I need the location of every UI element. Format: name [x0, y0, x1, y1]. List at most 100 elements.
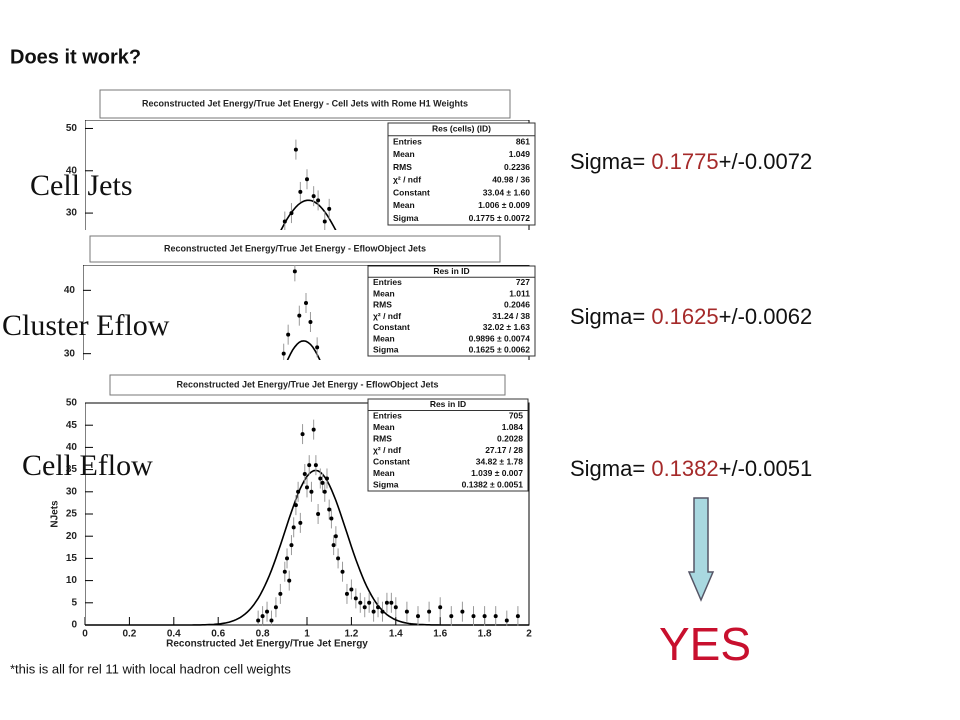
stats-key: Constant	[393, 187, 430, 197]
stats-title: Res in ID	[430, 399, 466, 409]
data-point	[302, 472, 307, 477]
stats-title: Res (cells) (ID)	[432, 124, 491, 134]
down-arrow	[687, 497, 715, 602]
data-point	[344, 591, 349, 596]
data-point	[353, 596, 358, 601]
stats-title: Res in ID	[433, 266, 469, 276]
stats-value: 0.2236	[504, 162, 530, 172]
plot-title: Reconstructed Jet Energy/True Jet Energy…	[142, 98, 468, 108]
panel-label: Cell Eflow	[22, 449, 153, 482]
x-tick-label: 2	[526, 629, 532, 640]
stats-value: 0.1775 ± 0.0072	[469, 213, 531, 223]
data-point	[416, 614, 420, 619]
data-point	[331, 543, 336, 548]
sigma-prefix: Sigma=	[570, 149, 651, 174]
data-point	[273, 605, 278, 610]
y-axis-label: NJets	[50, 500, 61, 528]
stats-value: 40.98 / 36	[492, 175, 530, 185]
stats-key: Constant	[373, 457, 410, 467]
stats-key: Entries	[373, 411, 402, 421]
data-point	[287, 578, 292, 583]
sigma-value: 0.1775	[651, 149, 718, 174]
stats-box	[367, 398, 529, 492]
stats-value: 0.9896 ± 0.0074	[469, 333, 531, 343]
data-point	[282, 569, 287, 574]
sigma-error: +/-0.0051	[719, 456, 813, 481]
stats-value: 1.011	[509, 288, 530, 298]
stats-value: 1.049	[509, 149, 531, 159]
stats-key: Sigma	[373, 480, 399, 490]
stats-value: 0.2028	[497, 434, 523, 444]
data-point	[322, 489, 327, 494]
data-point	[265, 609, 270, 614]
x-tick-label: 0.6	[211, 629, 225, 640]
x-tick-label: 1.2	[344, 629, 358, 640]
stats-key: χ² / ndf	[393, 175, 421, 185]
x-tick-label: 1	[304, 629, 310, 640]
y-tick-label: 40	[64, 285, 76, 296]
data-point	[367, 600, 372, 605]
data-point	[297, 313, 302, 318]
x-tick-label: 1.8	[478, 629, 492, 640]
y-tick-label: 30	[64, 348, 76, 359]
panel-label: Cluster Eflow	[2, 309, 170, 342]
data-point	[309, 489, 314, 494]
plot-title-box	[99, 89, 511, 119]
panel-label: Cell Jets	[30, 169, 133, 202]
y-tick-label: 5	[71, 597, 77, 608]
stats-key: Mean	[393, 200, 415, 210]
y-tick-label: 15	[66, 553, 78, 564]
data-point	[292, 269, 297, 274]
stats-value: 1.006 ± 0.009	[478, 200, 530, 210]
data-point	[316, 512, 321, 516]
data-point	[278, 591, 283, 596]
data-point	[324, 476, 329, 481]
data-point	[384, 600, 389, 605]
stats-box	[367, 265, 536, 357]
stats-value: 33.04 ± 1.60	[483, 187, 530, 197]
stats-key: Sigma	[373, 345, 399, 355]
data-point	[308, 320, 313, 324]
x-tick-label: 0.8	[256, 629, 270, 640]
data-point	[307, 463, 312, 468]
data-point	[315, 345, 320, 350]
data-point	[329, 516, 334, 521]
data-point	[358, 600, 363, 605]
y-tick-label: 10	[66, 575, 78, 586]
y-tick-label: 40	[66, 165, 78, 176]
stats-key: Sigma	[393, 213, 419, 223]
y-tick-label: 0	[71, 620, 77, 631]
data-point	[282, 219, 287, 224]
y-tick-label: 35	[66, 464, 78, 475]
data-point	[380, 609, 385, 614]
x-tick-label: 0.2	[122, 629, 136, 640]
sigma-text: Sigma= 0.1382+/-0.0051	[570, 456, 812, 481]
stats-value: 0.1625 ± 0.0062	[469, 345, 531, 355]
x-tick-label: 0.4	[167, 629, 181, 640]
answer: YES	[659, 618, 751, 670]
y-tick-label: 45	[66, 420, 78, 431]
data-point	[269, 618, 274, 623]
stats-value: 31.24 / 38	[492, 311, 530, 321]
data-point	[327, 507, 332, 512]
data-point	[471, 614, 476, 619]
stats-value: 727	[516, 277, 530, 287]
stats-key: Mean	[373, 288, 395, 298]
data-point	[438, 605, 443, 610]
y-tick-label: 20	[66, 531, 78, 542]
data-point	[336, 556, 341, 561]
data-point	[460, 609, 465, 614]
stats-key: RMS	[373, 434, 392, 444]
stats-value: 0.2046	[504, 300, 530, 310]
footnote: *this is all for rel 11 with local hadro…	[10, 661, 291, 676]
data-point	[300, 432, 305, 437]
plot-title: Reconstructed Jet Energy/True Jet Energy…	[176, 379, 438, 389]
stats-value: 27.17 / 28	[485, 445, 523, 455]
stats-value: 0.1382 ± 0.0051	[462, 480, 524, 490]
data-point	[493, 614, 498, 619]
stats-key: Entries	[373, 277, 402, 287]
stats-key: Mean	[373, 468, 395, 478]
stats-box	[387, 122, 536, 226]
data-point	[293, 503, 298, 508]
data-point	[504, 618, 509, 623]
